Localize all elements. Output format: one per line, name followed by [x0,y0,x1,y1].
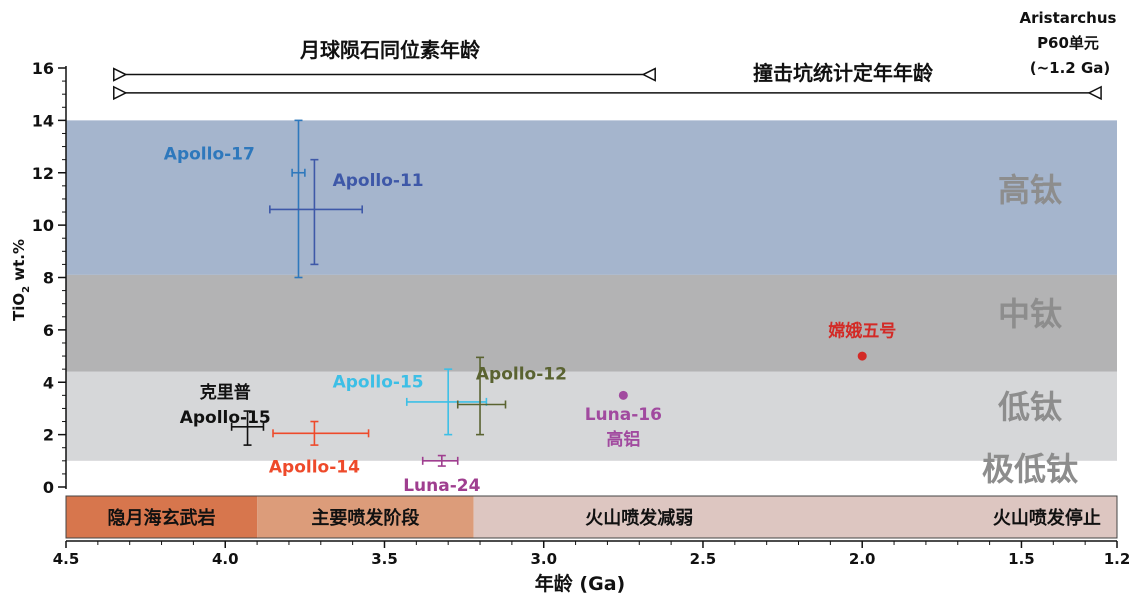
sample-label-7-0: Luna-16 [585,405,662,425]
era-label-2: 火山喷发减弱 [585,507,693,529]
y-axis-label: TiO2 wt.% [10,239,32,321]
axes: 0 2 4 6 8 10 12 14 16 4.5 4.0 3.5 3.0 2.5 2.0 1.5 1.2 [32,59,1131,568]
x-tick-label-0: 4.5 [53,550,80,568]
x-tick-label-6: 1.5 [1008,550,1035,568]
y-tick-label-4: 8 [43,269,54,288]
sample-label-1: Apollo-11 [333,171,424,191]
sample-points: Apollo-17 Apollo-11 Apollo-15 Apollo-12 克里普 A… [164,119,896,496]
y-tick-label-7: 14 [32,111,54,130]
band-label-1: 中钛 [998,295,1063,333]
y-tick-label-3: 6 [43,321,54,340]
y-tick-label-8: 16 [32,59,54,78]
x-tick-label-5: 2.0 [849,550,876,568]
sample-label-3: Apollo-12 [476,365,567,385]
sample-label-4-0: 克里普 [200,382,251,403]
y-tick-label-5: 10 [32,216,54,235]
y-tick-label-2: 4 [43,373,54,392]
era-label-1: 主要喷发阶段 [311,507,420,529]
sample-8: 嫦娥五号 [828,320,896,361]
y-tick-label-1: 2 [43,426,54,445]
band-0 [66,120,1117,275]
sample-label-4-1: Apollo-15 [180,408,271,428]
sample-5: Apollo-14 [269,420,370,478]
sample-label-2: Apollo-15 [333,372,424,392]
band-label-3: 极低钛 [982,450,1079,488]
volcanic-era-bar: 隐月海玄武岩 主要喷发阶段 火山喷发减弱 火山喷发停止 [65,495,1118,539]
sample-label-6: Luna-24 [403,476,480,496]
era-segment-1 [257,496,474,538]
band-1 [66,274,1117,372]
range-label-0: 月球陨石同位素年龄 [299,38,481,62]
sample-1: Apollo-11 [269,158,424,266]
era-label-0: 隐月海玄武岩 [108,507,216,529]
x-tick-label-7: 1.2 [1104,550,1131,568]
y-tick-label-6: 12 [32,164,54,183]
aristarchus-label-line1: Aristarchus [1020,9,1117,27]
sample-3: Apollo-12 [456,356,567,436]
annotations: 年龄 (Ga) TiO2 wt.% Aristarchus P60单元 (~1.… [10,9,1117,595]
sample-label-0: Apollo-17 [164,145,255,165]
sample-4: 克里普 Apollo-15 [180,382,271,446]
band-2 [66,371,1117,461]
x-tick-label-1: 4.0 [212,550,239,568]
era-segment-2 [473,496,1117,538]
sample-label-5: Apollo-14 [269,458,360,478]
era-label-3: 火山喷发停止 [993,507,1101,529]
y-tick-label-0: 0 [43,478,54,497]
sample-2: Apollo-15 [333,368,488,436]
sample-0: Apollo-17 [164,119,306,279]
band-label-2: 低钛 [998,388,1063,426]
range-end-arrow-1 [1087,85,1102,101]
x-tick-label-3: 3.0 [530,550,557,568]
range-label-1: 撞击坑统计定年年龄 [753,61,934,85]
sample-point-8 [857,351,867,361]
sample-point-7 [618,390,628,400]
era-frame [65,495,1118,539]
svg-text:TiO2 wt.%: TiO2 wt.% [10,239,32,321]
band-label-0: 高钛 [998,171,1063,209]
sample-6: Luna-24 [403,454,481,496]
range-start-arrow-0 [113,67,128,82]
aristarchus-label-line3: (~1.2 Ga) [1030,59,1111,77]
sample-7: Luna-16 高铝 [585,390,662,450]
era-segment-0 [66,496,258,538]
x-tick-label-2: 3.5 [371,550,398,568]
x-axis-label: 年龄 (Ga) [535,572,625,595]
sample-label-8: 嫦娥五号 [828,320,896,341]
range-start-arrow-1 [113,85,128,101]
x-tick-label-4: 2.5 [690,550,717,568]
range-end-arrow-0 [641,67,656,82]
aristarchus-label-line2: P60单元 [1037,34,1099,52]
sample-label-7-1: 高铝 [606,429,640,450]
